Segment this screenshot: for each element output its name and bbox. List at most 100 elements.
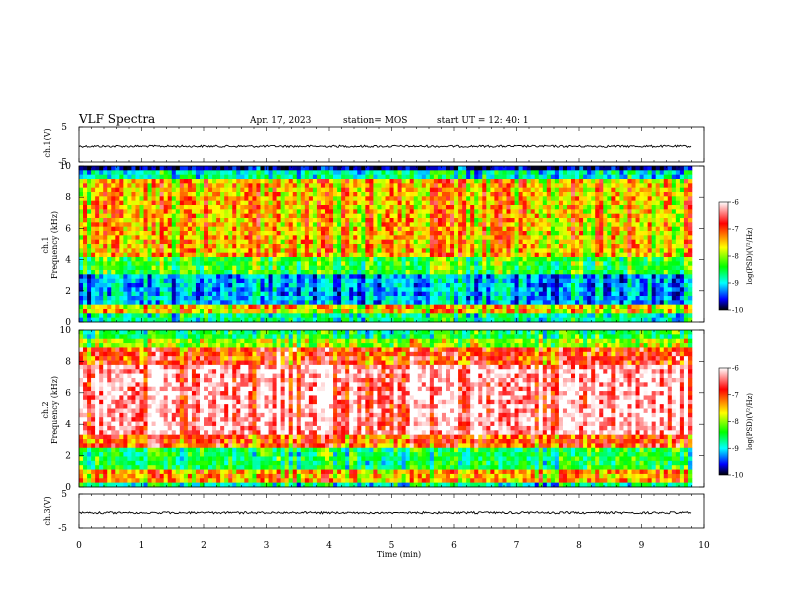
spectrogram-cell bbox=[256, 279, 260, 284]
spectrogram-cell bbox=[430, 300, 434, 305]
spectrogram-cell bbox=[99, 287, 103, 292]
spectrogram-cell bbox=[361, 222, 365, 227]
spectrogram-cell bbox=[156, 279, 160, 284]
spectrogram-cell bbox=[611, 214, 615, 219]
spectrogram-cell bbox=[595, 292, 599, 297]
spectrogram-cell bbox=[511, 240, 515, 245]
spectrogram-cell bbox=[502, 300, 506, 305]
spectrogram-cell bbox=[551, 222, 555, 227]
spectrogram-cell bbox=[511, 201, 515, 206]
spectrogram-cell bbox=[462, 292, 466, 297]
spectrogram-cell bbox=[345, 170, 349, 175]
spectrogram-cell bbox=[196, 274, 200, 279]
spectrogram-cell bbox=[83, 261, 87, 266]
spectrogram-cell bbox=[547, 309, 551, 314]
spectrogram-cell bbox=[333, 296, 337, 301]
spectrogram-cell bbox=[212, 287, 216, 292]
spectrogram-cell bbox=[450, 253, 454, 258]
spectrogram-cell bbox=[220, 261, 224, 266]
spectrogram-cell bbox=[466, 166, 470, 171]
spectrogram-cell bbox=[619, 300, 623, 305]
spectrogram-cell bbox=[466, 235, 470, 240]
spectrogram-cell bbox=[406, 253, 410, 258]
spectrogram-cell bbox=[216, 175, 220, 180]
spectrogram-cell bbox=[470, 261, 474, 266]
spectrogram-cell bbox=[494, 166, 498, 171]
spectrogram-cell bbox=[160, 283, 164, 288]
spectrogram-cell bbox=[313, 170, 317, 175]
spectrogram-cell bbox=[349, 296, 353, 301]
spectrogram-cell bbox=[236, 196, 240, 201]
spectrogram-cell bbox=[365, 196, 369, 201]
spectrogram-cell bbox=[180, 248, 184, 253]
spectrogram-cell bbox=[438, 227, 442, 232]
spectrogram-cell bbox=[511, 188, 515, 193]
spectrogram-cell bbox=[180, 244, 184, 249]
spectrogram-cell bbox=[87, 244, 91, 249]
spectrogram-cell bbox=[410, 231, 414, 236]
spectrogram-cell bbox=[462, 313, 466, 318]
spectrogram-cell bbox=[172, 179, 176, 184]
spectrogram-cell bbox=[224, 240, 228, 245]
spectrogram-cell bbox=[361, 253, 365, 258]
spectrogram-cell bbox=[111, 183, 115, 188]
spectrogram-cell bbox=[212, 192, 216, 197]
spectrogram-cell bbox=[139, 309, 143, 314]
spectrogram-cell bbox=[107, 240, 111, 245]
spectrogram-cell bbox=[438, 296, 442, 301]
spectrogram-cell bbox=[119, 257, 123, 262]
spectrogram-cell bbox=[297, 188, 301, 193]
spectrogram-cell bbox=[168, 244, 172, 249]
spectrogram-cell bbox=[192, 214, 196, 219]
spectrogram-cell bbox=[139, 240, 143, 245]
spectrogram-cell bbox=[325, 205, 329, 210]
spectrogram-cell bbox=[281, 240, 285, 245]
spectrogram-cell bbox=[200, 192, 204, 197]
spectrogram-cell bbox=[208, 214, 212, 219]
spectrogram-cell bbox=[498, 235, 502, 240]
spectrogram-cell bbox=[135, 309, 139, 314]
spectrogram-cell bbox=[107, 170, 111, 175]
spectrogram-cell bbox=[135, 274, 139, 279]
spectrogram-cell bbox=[265, 261, 269, 266]
spectrogram-cell bbox=[192, 218, 196, 223]
spectrogram-cell bbox=[470, 205, 474, 210]
spectrogram-cell bbox=[474, 305, 478, 310]
spectrogram-cell bbox=[176, 287, 180, 292]
spectrogram-cell bbox=[426, 279, 430, 284]
spectrogram-cell bbox=[381, 166, 385, 171]
spectrogram-cell bbox=[438, 300, 442, 305]
spectrogram-cell bbox=[502, 253, 506, 258]
spectrogram-cell bbox=[559, 305, 563, 310]
spectrogram-cell bbox=[111, 287, 115, 292]
spectrogram-cell bbox=[256, 218, 260, 223]
spectrogram-cell bbox=[236, 305, 240, 310]
spectrogram-cell bbox=[519, 257, 523, 262]
spectrogram-cell bbox=[406, 270, 410, 275]
spectrogram-cell bbox=[506, 253, 510, 258]
spectrogram-cell bbox=[486, 201, 490, 206]
spectrogram-cell bbox=[240, 183, 244, 188]
spectrogram-cell bbox=[498, 188, 502, 193]
spectrogram-cell bbox=[474, 309, 478, 314]
spectrogram-cell bbox=[406, 313, 410, 318]
spectrogram-cell bbox=[337, 227, 341, 232]
spectrogram-cell bbox=[240, 309, 244, 314]
spectrogram-cell bbox=[192, 166, 196, 171]
spectrogram-cell bbox=[156, 170, 160, 175]
spectrogram-cell bbox=[285, 222, 289, 227]
spectrogram-cell bbox=[446, 235, 450, 240]
spectrogram-cell bbox=[144, 296, 148, 301]
spectrogram-cell bbox=[273, 240, 277, 245]
spectrogram-cell bbox=[353, 253, 357, 258]
spectrogram-cell bbox=[462, 261, 466, 266]
spectrogram-cell bbox=[591, 205, 595, 210]
spectrogram-cell bbox=[454, 279, 458, 284]
spectrogram-cell bbox=[422, 283, 426, 288]
spectrogram-cell bbox=[168, 218, 172, 223]
spectrogram-cell bbox=[192, 274, 196, 279]
spectrogram-cell bbox=[559, 248, 563, 253]
spectrogram-cell bbox=[204, 283, 208, 288]
spectrogram-cell bbox=[462, 192, 466, 197]
spectrogram-cell bbox=[325, 209, 329, 214]
